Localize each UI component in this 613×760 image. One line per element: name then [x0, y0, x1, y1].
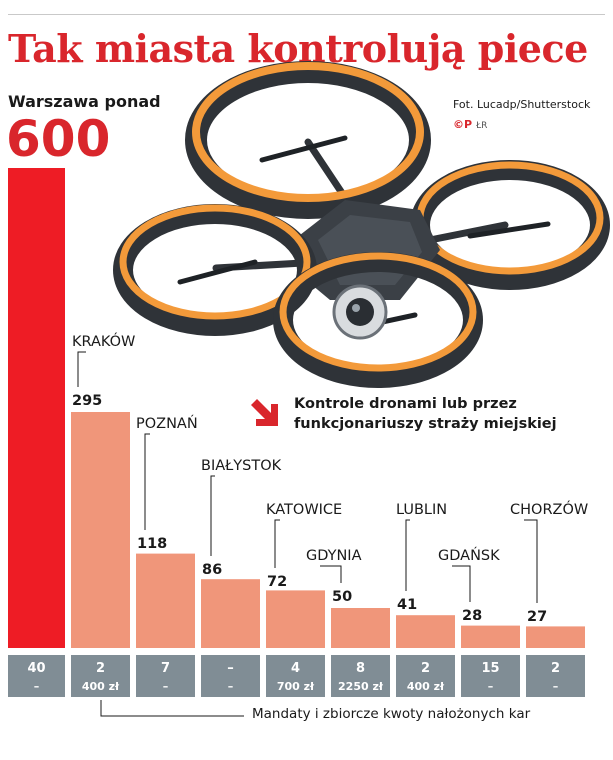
- warszawa-value: 600: [6, 110, 111, 168]
- value-label: 118: [137, 536, 167, 552]
- leader-line: [144, 433, 150, 530]
- bar-poznań: [136, 553, 195, 648]
- city-label: GDAŃSK: [438, 546, 500, 564]
- value-label: 72: [267, 574, 287, 590]
- leader-line: [452, 565, 471, 602]
- fines-box: [331, 655, 390, 697]
- fines-count: 2: [96, 661, 105, 676]
- fines-note-leader: [100, 700, 244, 717]
- value-label: 86: [202, 562, 222, 578]
- fines-box: [266, 655, 325, 697]
- bar-lublin: [396, 615, 455, 648]
- city-label: KATOWICE: [266, 502, 342, 518]
- city-label: BIAŁYSTOK: [201, 458, 282, 474]
- bar-chorzów: [526, 626, 585, 648]
- fines-amount: –: [163, 680, 169, 693]
- fines-count: –: [227, 661, 234, 676]
- value-label: 28: [462, 608, 482, 624]
- fines-count: 4: [291, 661, 300, 676]
- fines-amount: 400 zł: [407, 680, 445, 693]
- bar-gdańsk: [461, 625, 520, 648]
- fines-box: [396, 655, 455, 697]
- fines-count: 15: [481, 661, 499, 676]
- top-rule: [8, 14, 605, 15]
- fines-amount: –: [488, 680, 494, 693]
- fines-box: [136, 655, 195, 697]
- fines-note: Mandaty i zbiorcze kwoty nałożonych kar: [252, 706, 531, 722]
- bar-katowice: [266, 590, 325, 648]
- city-label: CHORZÓW: [510, 500, 588, 518]
- fines-box: [526, 655, 585, 697]
- fines-count: 2: [421, 661, 430, 676]
- fines-box: [201, 655, 260, 697]
- fines-count: 2: [551, 661, 560, 676]
- fines-box: [461, 655, 520, 697]
- bar-gdynia: [331, 608, 390, 648]
- value-label: 41: [397, 597, 417, 613]
- cp-logo: ©P: [453, 118, 473, 131]
- fines-amount: 700 zł: [277, 680, 315, 693]
- fines-count: 7: [161, 661, 170, 676]
- bar-warszawa: [8, 168, 65, 648]
- fines-amount: –: [553, 680, 559, 693]
- city-label: KRAKÓW: [72, 332, 135, 350]
- city-label: GDYNIA: [306, 548, 362, 564]
- leader-line: [274, 519, 280, 568]
- fines-count: 40: [27, 661, 45, 676]
- leader-line: [405, 519, 410, 591]
- leader-line: [210, 475, 215, 556]
- value-label: 295: [72, 393, 102, 409]
- fines-amount: –: [34, 680, 40, 693]
- value-label: 50: [332, 589, 352, 605]
- fines-amount: –: [228, 680, 234, 693]
- city-label: LUBLIN: [396, 502, 447, 518]
- warszawa-label: Warszawa ponad: [8, 92, 161, 111]
- leader-line: [77, 351, 86, 387]
- fines-amount: 2250 zł: [338, 680, 384, 693]
- author-initials: ŁR: [476, 121, 488, 131]
- leader-line: [524, 519, 538, 603]
- leader-line: [320, 565, 342, 583]
- fines-box: [8, 655, 65, 697]
- diagonal-down-right-arrow-icon: [251, 399, 278, 426]
- publisher-logo: ©P ŁR: [453, 118, 487, 131]
- photo-credit: Fot. Lucadp/Shutterstock: [453, 98, 591, 111]
- city-label: POZNAŃ: [136, 414, 198, 432]
- fines-amount: 400 zł: [82, 680, 120, 693]
- bar-białystok: [201, 579, 260, 648]
- drone-illustration: [113, 61, 610, 388]
- fines-box: [71, 655, 130, 697]
- bar-kraków: [71, 412, 130, 648]
- legend-text: Kontrole dronami lub przez funkcjonarius…: [294, 396, 557, 432]
- fines-count: 8: [356, 661, 365, 676]
- drone-icon: [113, 61, 610, 388]
- value-label: 27: [527, 609, 547, 625]
